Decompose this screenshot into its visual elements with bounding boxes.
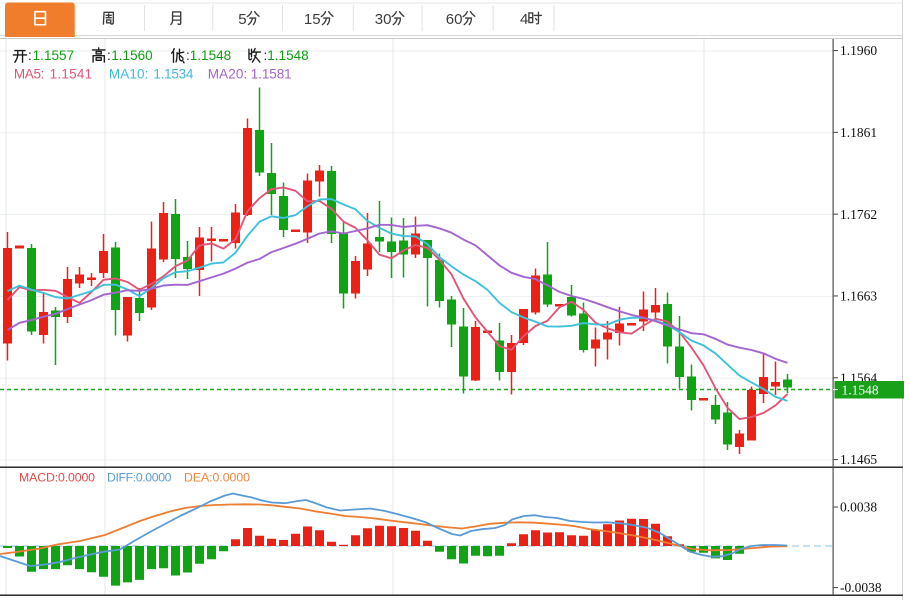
svg-text:1.1548: 1.1548: [842, 383, 879, 398]
svg-text:1.1581: 1.1581: [251, 67, 292, 82]
svg-text:1.1762: 1.1762: [840, 207, 877, 222]
svg-text:1.1960: 1.1960: [840, 43, 877, 58]
svg-text:1.1861: 1.1861: [840, 125, 877, 140]
svg-text:DEA:0.0000: DEA:0.0000: [184, 471, 250, 485]
svg-text:1.1560: 1.1560: [111, 48, 153, 63]
svg-text:MA5:: MA5:: [14, 67, 45, 82]
svg-text:1.1534: 1.1534: [153, 67, 193, 82]
svg-text::: :: [186, 48, 190, 63]
svg-text:60: 60: [446, 11, 463, 28]
svg-text::: :: [107, 48, 111, 63]
svg-text:1.1557: 1.1557: [33, 48, 75, 63]
svg-text:4: 4: [520, 11, 528, 28]
svg-text:1.1548: 1.1548: [190, 48, 232, 63]
svg-text:MACD:0.0000: MACD:0.0000: [19, 471, 95, 485]
svg-text:0.0038: 0.0038: [840, 500, 877, 515]
svg-text:15: 15: [304, 11, 321, 28]
svg-text:1.1663: 1.1663: [840, 289, 877, 304]
svg-text:30: 30: [375, 11, 392, 28]
svg-text::: :: [28, 48, 32, 63]
svg-text:MA20:: MA20:: [208, 67, 248, 82]
svg-text::: :: [264, 48, 268, 63]
svg-text:1.1465: 1.1465: [840, 452, 877, 467]
svg-text:5: 5: [238, 11, 246, 28]
svg-text:-0.0038: -0.0038: [840, 580, 882, 595]
svg-text:DIFF:0.0000: DIFF:0.0000: [107, 471, 172, 485]
svg-text:1.1548: 1.1548: [267, 48, 309, 63]
svg-text:1.1541: 1.1541: [50, 67, 93, 82]
svg-text:MA10:: MA10:: [109, 67, 148, 82]
